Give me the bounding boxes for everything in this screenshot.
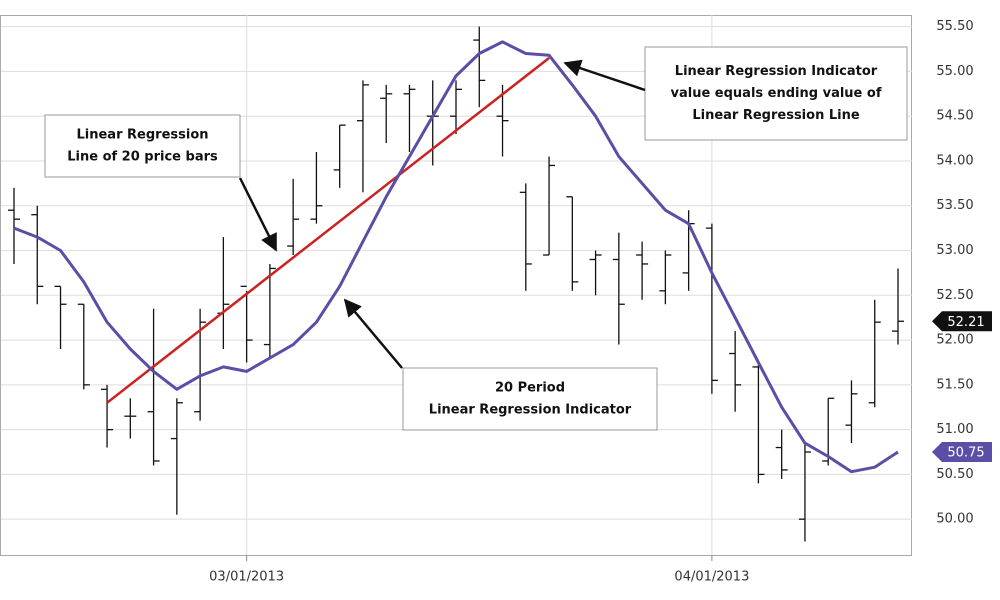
annotation-arrow	[343, 298, 403, 369]
y-tick-label: 50.00	[936, 512, 973, 527]
y-tick-label: 54.50	[936, 109, 973, 124]
y-tick-label: 52.00	[936, 333, 973, 348]
y-tick-label: 53.00	[936, 243, 973, 258]
annotation-text: Linear Regression Line	[692, 108, 860, 123]
y-tick-label: 51.00	[936, 422, 973, 437]
annotation-box	[402, 367, 658, 431]
annotation-text: Line of 20 price bars	[67, 150, 218, 165]
y-tick-label: 52.50	[936, 288, 973, 303]
annotation-arrow	[563, 59, 646, 92]
indicator-line	[13, 40, 899, 474]
y-tick-label: 55.00	[936, 64, 973, 79]
y-tick-label: 51.50	[936, 377, 973, 392]
annotation-box	[44, 114, 241, 178]
y-tick-label: 55.50	[936, 19, 973, 34]
annotation-box	[644, 46, 908, 141]
x-tick-label: 04/01/2013	[674, 570, 749, 585]
indicator-tag: 50.75	[947, 446, 984, 461]
close-tag-shape	[932, 311, 992, 332]
regression-line	[106, 56, 550, 404]
y-tick-label: 53.50	[936, 198, 973, 213]
annotation-text: Linear Regression Indicator	[429, 403, 632, 418]
y-tick-label: 50.50	[936, 467, 973, 482]
annotation-text: 20 Period	[495, 381, 565, 396]
annotation-text: Linear Regression	[77, 128, 209, 143]
x-tick-label: 03/01/2013	[209, 570, 284, 585]
annotation-text: value equals ending value of	[671, 86, 882, 101]
indicator-tag-shape	[932, 442, 992, 463]
y-tick-label: 54.00	[936, 153, 973, 168]
close-tag: 52.21	[947, 315, 984, 330]
annotation-arrow	[238, 177, 278, 252]
annotation-text: Linear Regression Indicator	[675, 64, 878, 79]
